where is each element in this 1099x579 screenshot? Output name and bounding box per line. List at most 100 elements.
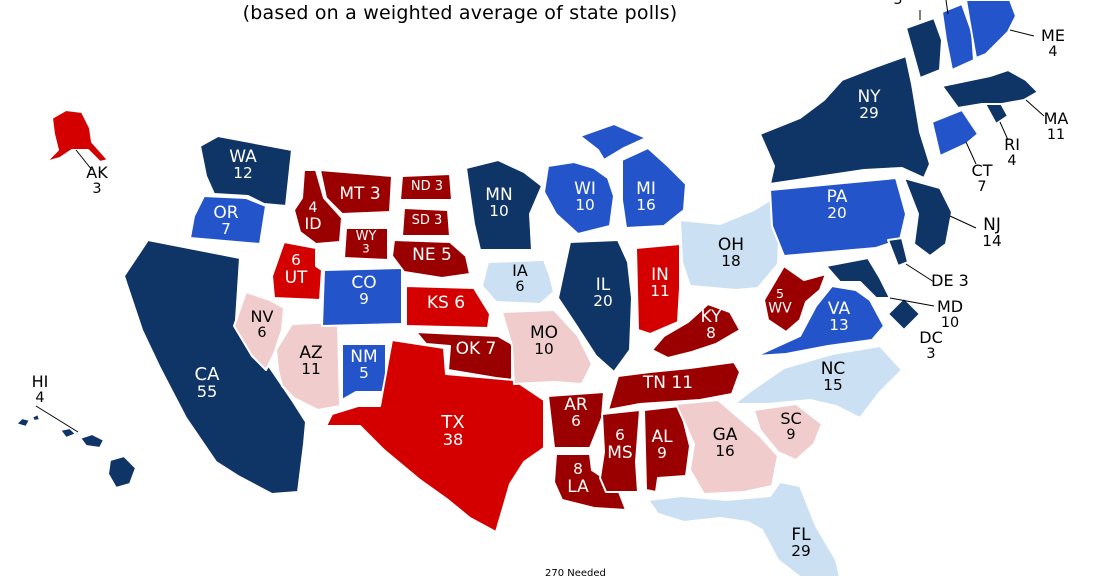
state-abbr-ma: MA	[1044, 109, 1069, 128]
label-ri: RI4	[1004, 135, 1020, 169]
state-abbr-sc: SC	[780, 409, 801, 428]
state-ga	[675, 399, 779, 495]
state-ev-ms: 6	[615, 426, 625, 444]
state-ar	[547, 391, 605, 449]
state-abbr-mt: MT 3	[339, 184, 380, 204]
state-la	[553, 453, 627, 511]
state-wy	[343, 227, 389, 261]
leader-hi	[35, 405, 79, 433]
state-wv	[763, 265, 827, 333]
state-nv	[233, 291, 285, 371]
state-abbr-mo: MO	[530, 323, 558, 343]
label-or: OR7	[213, 203, 238, 238]
state-ev-ma: 11	[1047, 127, 1065, 143]
state-abbr-ak: AK	[86, 163, 108, 182]
state-abbr-ar: AR	[564, 395, 588, 415]
state-ok	[415, 331, 513, 381]
label-ok: OK 7	[456, 339, 497, 359]
state-ev-co: 9	[359, 290, 369, 308]
state-ms	[599, 409, 641, 493]
state-nh	[941, 3, 975, 71]
state-abbr-in: IN	[651, 265, 669, 285]
state-abbr-ms: MS	[607, 443, 632, 463]
state-abbr-wv: WV	[768, 301, 792, 317]
label-de: DE 3	[931, 271, 969, 290]
leader-md	[889, 297, 935, 307]
state-abbr-nj: NJ	[983, 215, 1001, 235]
label-ar: AR6	[564, 395, 588, 430]
state-mt	[319, 169, 393, 215]
state-abbr-ca: CA	[195, 364, 221, 385]
state-ev-ut: 6	[291, 251, 301, 269]
state-abbr-tx: TX	[440, 412, 464, 433]
state-abbr-sd: SD 3	[412, 213, 443, 228]
label-nv: NV6	[251, 307, 274, 341]
state-abbr-dc: DC	[919, 328, 943, 347]
state-il	[557, 239, 633, 373]
state-abbr-id: ID	[304, 214, 321, 233]
state-mn	[465, 159, 543, 251]
state-abbr-mn: MN	[485, 185, 512, 205]
state-mi	[579, 123, 687, 229]
state-abbr-ok: OK 7	[456, 339, 497, 359]
leader-ri	[999, 121, 1009, 141]
label-nd: ND 3	[411, 179, 443, 194]
state-abbr-pa: PA	[827, 187, 848, 207]
label-ut: 6UT	[285, 251, 308, 288]
leader-me	[1009, 29, 1035, 37]
leader-ak	[75, 149, 93, 171]
state-oh	[679, 199, 781, 291]
state-ev-wy: 3	[362, 241, 369, 255]
state-abbr-ks: KS 6	[427, 293, 465, 313]
state-abbr-or: OR	[213, 203, 238, 223]
state-abbr-wa: WA	[229, 147, 257, 167]
state-ny	[759, 55, 931, 185]
state-abbr-hi: HI	[32, 372, 49, 391]
state-ev-me: 4	[1048, 44, 1057, 60]
state-abbr-de: DE 3	[931, 271, 969, 290]
label-nm: NM5	[350, 347, 377, 382]
state-or	[189, 195, 267, 245]
label-wy: WY3	[356, 229, 377, 255]
label-ne: NE 5	[412, 245, 452, 265]
leader-ma	[1025, 99, 1045, 117]
state-ev-az: 11	[301, 360, 320, 378]
state-abbr-ia: IA	[512, 261, 528, 280]
state-abbr-ri: RI	[1004, 135, 1020, 154]
leader-ct	[965, 141, 977, 165]
state-vt	[905, 17, 943, 79]
state-abbr-ky: KY	[701, 307, 723, 327]
state-ev-pa: 20	[827, 204, 846, 222]
label-hi: HI4	[32, 372, 49, 406]
label-ak: AK3	[86, 163, 108, 197]
label-sd: SD 3	[412, 213, 443, 228]
state-abbr-tn: TN 11	[642, 373, 693, 393]
label-ks: KS 6	[427, 293, 465, 313]
state-ev-in: 11	[650, 282, 669, 300]
state-abbr-az: AZ	[299, 343, 322, 363]
state-ev-sc: 9	[786, 427, 795, 443]
state-mo	[501, 309, 593, 385]
state-ev-ct: 7	[977, 179, 986, 195]
leader-nh	[945, 0, 949, 15]
state-abbr-fl: FL	[791, 525, 811, 545]
state-id	[293, 169, 343, 245]
state-abbr-co: CO	[351, 273, 376, 293]
state-sd	[401, 207, 451, 237]
state-ev-ky: 8	[706, 324, 716, 342]
label-ct: CT7	[972, 161, 993, 195]
state-ne	[391, 239, 471, 279]
state-ev-al: 9	[657, 444, 667, 462]
